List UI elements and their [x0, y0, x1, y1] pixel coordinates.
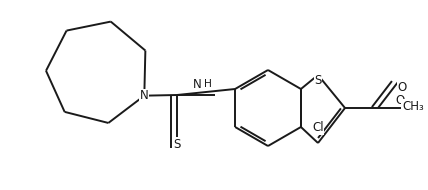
Text: S: S [314, 74, 322, 87]
Text: O: O [398, 81, 407, 94]
Text: N: N [193, 78, 202, 91]
Text: CH₃: CH₃ [402, 100, 424, 113]
Text: H: H [204, 79, 212, 89]
Text: S: S [173, 138, 181, 151]
Text: Cl: Cl [312, 121, 324, 134]
Text: O: O [395, 94, 405, 107]
Text: N: N [140, 89, 149, 102]
